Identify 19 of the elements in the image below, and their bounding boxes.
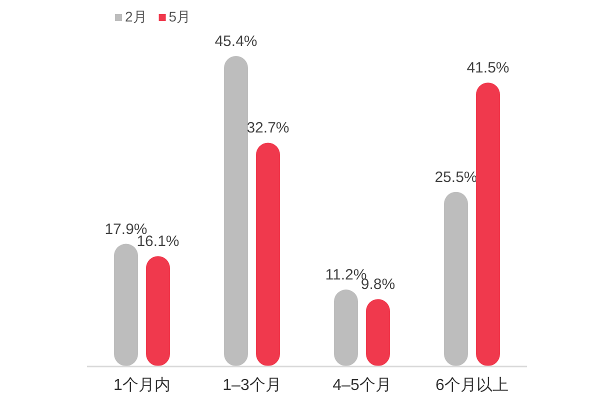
legend-label: 2月 xyxy=(125,8,147,24)
x-tick-label: 1–3个月 xyxy=(222,376,282,394)
bar xyxy=(444,192,468,366)
bar xyxy=(114,244,138,366)
data-label: 25.5% xyxy=(434,168,478,186)
x-tick-label: 1个月内 xyxy=(114,376,170,394)
x-tick-label: 6个月以上 xyxy=(436,376,508,394)
bar xyxy=(476,82,500,366)
data-label: 41.5% xyxy=(466,60,510,77)
bar xyxy=(366,299,390,366)
data-label: 32.7% xyxy=(246,120,290,137)
bar xyxy=(334,290,358,366)
data-label: 45.4% xyxy=(214,33,258,50)
x-tick-label: 4–5个月 xyxy=(332,376,392,394)
bar xyxy=(146,256,170,366)
bar xyxy=(224,56,248,366)
data-label: 16.1% xyxy=(136,233,180,250)
bar xyxy=(256,142,280,366)
legend-label: 5月 xyxy=(168,8,191,24)
